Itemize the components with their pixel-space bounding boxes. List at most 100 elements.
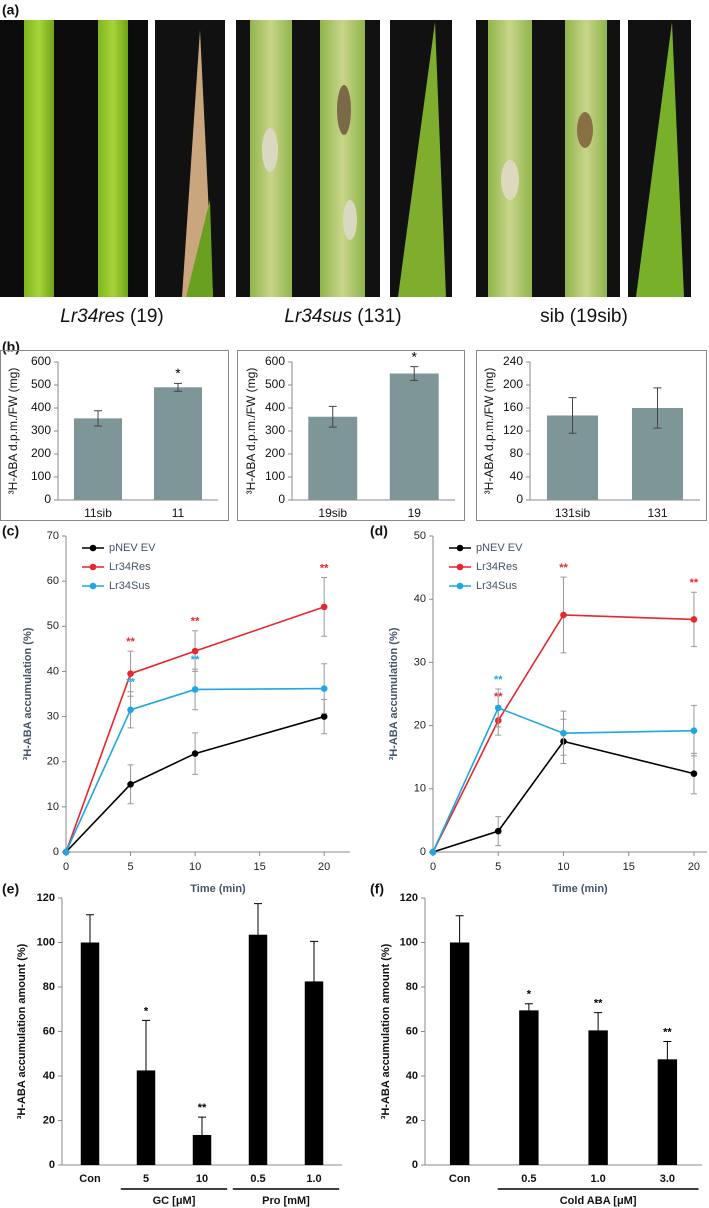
y-axis-title: ³H-ABA accumulation amount (%) [380, 943, 392, 1119]
x-tick-label: 19 [408, 506, 422, 520]
x-axis-title: Time (min) [190, 883, 246, 895]
bar [389, 373, 439, 500]
legend-label: Lr34Sus [109, 580, 150, 592]
data-point [560, 611, 567, 619]
x-tick-label: Con [79, 1173, 101, 1185]
y-tick-label: 600 [31, 354, 51, 368]
bar [74, 418, 122, 500]
y-tick-label: 500 [31, 377, 51, 391]
y-tick-label: 70 [47, 530, 59, 542]
data-point [62, 848, 70, 856]
bar [154, 387, 202, 500]
y-tick-label: 0 [516, 492, 523, 506]
chart: 0 20 40 60 80 100 120 ³H-ABA accumulation amoun… [380, 892, 702, 1207]
panel-label: (f) [370, 881, 384, 897]
photo-caption: Lr34res (19) [60, 306, 164, 327]
error-bar [410, 366, 419, 381]
significance-mark: * [144, 1005, 149, 1017]
series-line [432, 706, 694, 853]
leaf [398, 22, 446, 297]
significance-mark: ** [663, 1026, 672, 1038]
y-tick-label: 40 [510, 469, 524, 483]
y-tick-label: 200 [265, 446, 285, 460]
y-tick-label: 500 [265, 377, 285, 391]
data-point [127, 780, 134, 788]
significance-mark: ** [320, 562, 329, 574]
y-tick-label: 20 [47, 756, 59, 768]
legend-label: Lr34Sus [476, 580, 517, 592]
series-line [65, 687, 325, 853]
y-tick-label: 20 [406, 1114, 418, 1126]
legend-label: Lr34Res [109, 561, 151, 573]
bar [80, 942, 100, 1165]
leaf-photos [0, 20, 691, 297]
y-tick-label: 20 [43, 1114, 55, 1126]
y-tick-label: 80 [406, 981, 418, 993]
x-tick-label: 20 [688, 861, 700, 873]
series-line [432, 740, 695, 853]
significance-mark: ** [690, 577, 699, 589]
bar [304, 981, 324, 1165]
data-point [191, 647, 199, 655]
x-tick-label: 0.5 [250, 1173, 265, 1185]
lesion [577, 112, 593, 148]
y-axis-title: ³H-ABA accumulation amount (%) [16, 943, 28, 1119]
leaf [186, 200, 213, 297]
legend-marker [89, 544, 97, 552]
significance-mark: * [175, 365, 181, 381]
caption-suffix: (19) [130, 306, 164, 327]
y-tick-label: 400 [265, 400, 285, 414]
y-tick-label: 30 [47, 710, 59, 722]
x-tick-label: 5 [495, 861, 501, 873]
series-line [65, 715, 325, 853]
data-point [127, 670, 134, 677]
y-tick-label: 400 [31, 400, 51, 414]
y-tick-label: 10 [414, 783, 426, 795]
significance-mark: ** [191, 654, 200, 666]
leaf [565, 20, 607, 297]
y-tick-label: 100 [31, 469, 51, 483]
significance-mark: ** [191, 616, 200, 628]
chart-frame [0, 350, 229, 521]
y-tick-label: 300 [31, 423, 51, 437]
legend-marker [456, 544, 464, 552]
group-label: Pro [mM] [262, 1195, 310, 1207]
y-tick-label: 120 [400, 892, 418, 904]
data-point [320, 685, 328, 692]
y-axis-title: ³H-ABA accumulation (%) [388, 627, 400, 760]
error-bar [94, 410, 102, 427]
y-tick-label: 40 [414, 593, 426, 605]
photo-caption: Lr34sus (131) [284, 306, 401, 327]
x-tick-label: 15 [254, 861, 266, 873]
error-bar [568, 397, 577, 434]
x-tick-label: 0 [430, 861, 436, 873]
photo-caption: sib (19sib) [540, 306, 628, 327]
x-tick-label: 15 [623, 861, 635, 873]
error-bar [594, 1012, 603, 1031]
error-bar [524, 1003, 533, 1011]
legend-label: pNEV EV [476, 542, 523, 554]
caption-name: Lr34sus [284, 306, 352, 327]
x-tick-label: 5 [143, 1173, 149, 1185]
x-tick-label: 0 [63, 861, 69, 873]
leaf [24, 20, 54, 297]
panel-label: (b) [2, 339, 20, 355]
data-point [320, 603, 328, 611]
x-tick-label: 10 [557, 861, 569, 873]
y-tick-label: 100 [400, 936, 418, 948]
data-point [494, 704, 502, 712]
y-tick-label: 40 [47, 665, 59, 677]
error-bar [254, 903, 262, 935]
bar [588, 1030, 608, 1165]
y-tick-label: 40 [406, 1070, 418, 1082]
y-axis-title: ³H-ABA d.p.m./FW (mg) [244, 368, 258, 495]
y-axis-title: ³H-ABA accumulation (%) [22, 627, 34, 760]
error-bar [142, 1019, 150, 1071]
error-bar [198, 1116, 206, 1135]
caption-suffix: (19sib) [570, 306, 628, 327]
series-line [65, 606, 325, 853]
leaf [636, 22, 684, 297]
bar [136, 1070, 156, 1165]
x-tick-label: 0.5 [521, 1173, 536, 1185]
